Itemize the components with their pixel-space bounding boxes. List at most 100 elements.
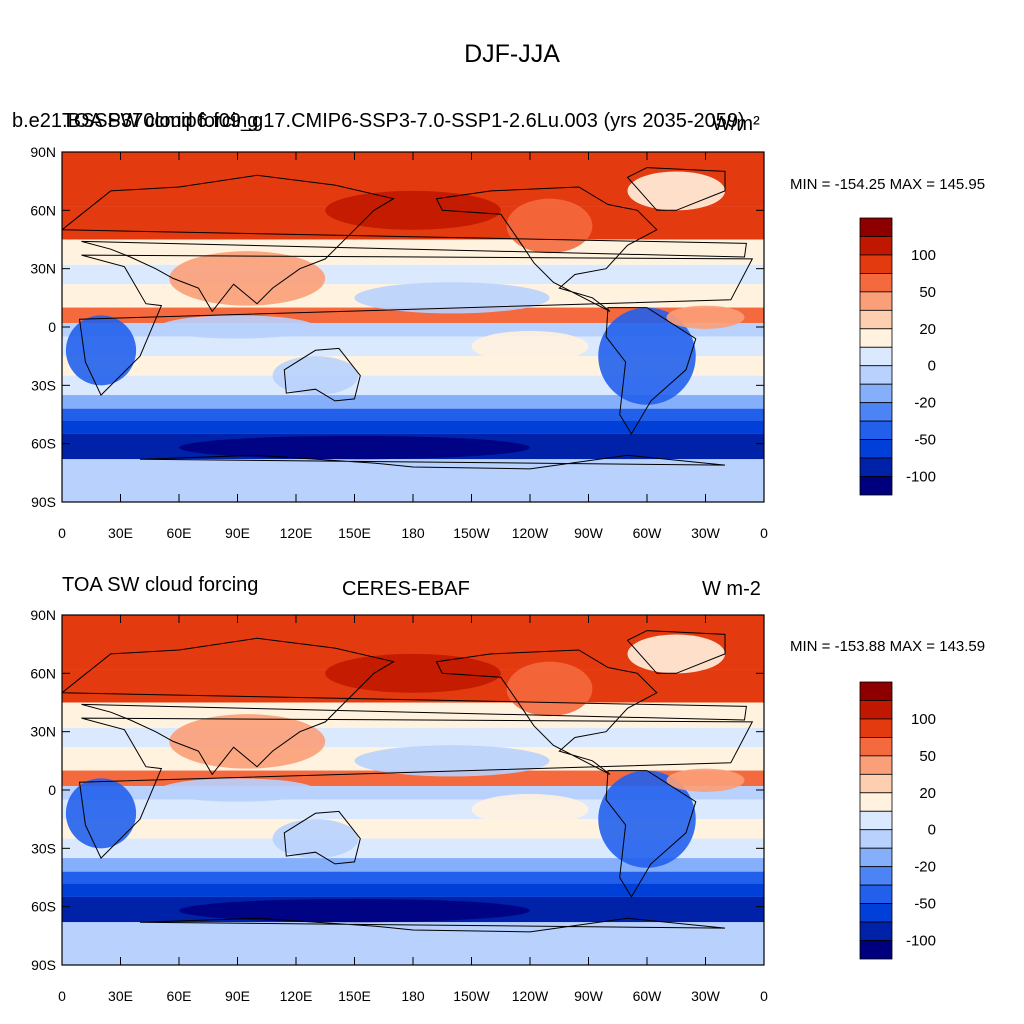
- y-tick-label: 30S: [31, 377, 56, 393]
- coastline: [78, 254, 754, 396]
- field-blob: [598, 307, 696, 405]
- colorbar-box: [859, 921, 893, 941]
- colorbar-box: [859, 383, 893, 404]
- x-tick-label: 120E: [280, 988, 313, 1004]
- coastline: [62, 637, 747, 776]
- field-blob: [627, 634, 725, 674]
- panel1-min-max: MIN = -154.25 MAX = 145.95: [790, 176, 986, 193]
- x-tick-label: 30E: [108, 988, 133, 1004]
- coastline: [626, 167, 726, 211]
- x-tick-label: 150E: [338, 988, 371, 1004]
- x-tick-label: 180: [401, 988, 425, 1004]
- coastline: [283, 347, 361, 402]
- y-tick-label: 60N: [30, 665, 56, 681]
- colorbar-box: [859, 328, 893, 348]
- x-tick-label: 90W: [574, 525, 604, 541]
- coastline: [605, 770, 697, 898]
- map-field-2: [62, 615, 764, 965]
- colorbar-box: [859, 457, 893, 477]
- lat-band: [62, 395, 764, 409]
- y-tick-label: 60S: [31, 899, 56, 915]
- field-blob: [627, 171, 725, 211]
- x-tick-label: 60E: [167, 988, 192, 1004]
- field-blob: [471, 793, 589, 825]
- figure-title: DJF-JJA: [464, 40, 560, 68]
- colorbar-box: [859, 681, 893, 701]
- coastline: [78, 717, 754, 859]
- colorbar-box: [859, 272, 893, 293]
- y-tick-label: 0: [48, 319, 56, 335]
- y-tick-label: 30S: [31, 840, 56, 856]
- colorbar-box: [859, 254, 893, 274]
- lat-band: [62, 799, 764, 820]
- x-tick-label: 90E: [225, 525, 250, 541]
- colorbar-label: 20: [919, 321, 936, 338]
- y-tick-label: 90N: [30, 607, 56, 623]
- colorbar-label: 100: [911, 247, 936, 264]
- panel2-units: W m-2: [702, 578, 761, 600]
- y-tick-label: 60N: [30, 202, 56, 218]
- y-tick-label: 60S: [31, 436, 56, 452]
- colorbar-box: [859, 866, 893, 886]
- lat-band: [62, 408, 764, 421]
- coastline: [605, 307, 697, 435]
- y-tick-label: 90N: [30, 144, 56, 160]
- colorbar-box: [859, 291, 893, 311]
- colorbar-box: [859, 365, 893, 385]
- x-tick-label: 60E: [167, 525, 192, 541]
- field-blob: [325, 190, 501, 230]
- field-blob: [506, 661, 593, 717]
- colorbar-label: 50: [919, 748, 936, 765]
- colorbar-box: [859, 940, 893, 960]
- x-tick-label: 120W: [512, 525, 549, 541]
- colorbar-label: -50: [914, 432, 936, 449]
- x-tick-label: 30W: [691, 525, 721, 541]
- x-tick-label: 60W: [633, 988, 663, 1004]
- y-tick-label: 0: [48, 782, 56, 798]
- colorbar-box: [859, 903, 893, 923]
- colorbar-box: [859, 346, 893, 367]
- colorbar-box: [859, 700, 893, 720]
- colorbar-box: [859, 773, 893, 794]
- field-blob: [159, 315, 316, 339]
- field-blob: [159, 778, 316, 802]
- colorbar-box: [859, 420, 893, 440]
- colorbar-label: -20: [914, 859, 936, 876]
- coastline: [139, 917, 726, 933]
- colorbar-box: [859, 476, 893, 496]
- x-tick-label: 150E: [338, 525, 371, 541]
- x-tick-label: 30E: [108, 525, 133, 541]
- y-tick-label: 30N: [30, 724, 56, 740]
- coastline: [139, 454, 726, 470]
- field-blob: [65, 778, 137, 849]
- colorbar-label: 100: [911, 711, 936, 728]
- lat-band: [62, 375, 764, 396]
- field-blob: [506, 198, 593, 254]
- panel1-case-title: b.e21.BSSP370cmip6.f09_g17.CMIP6-SSP3-7.…: [12, 110, 745, 132]
- colorbar-label: -50: [914, 896, 936, 913]
- field-blob: [598, 770, 696, 868]
- panel1-units: W/m²: [712, 113, 760, 135]
- x-tick-label: 0: [760, 988, 768, 1004]
- colorbar-box: [859, 718, 893, 738]
- lat-band: [62, 420, 764, 434]
- panel2-center-title: CERES-EBAF: [342, 578, 470, 600]
- lat-band: [62, 838, 764, 859]
- colorbar-label: -100: [906, 933, 936, 950]
- lat-band: [62, 727, 764, 748]
- x-tick-label: 150W: [453, 525, 490, 541]
- x-tick-label: 180: [401, 525, 425, 541]
- colorbar-label: 50: [919, 284, 936, 301]
- field-blob: [179, 435, 530, 460]
- colorbar-label: 20: [919, 785, 936, 802]
- coastline: [435, 649, 658, 775]
- x-tick-label: 150W: [453, 988, 490, 1004]
- x-tick-label: 30W: [691, 988, 721, 1004]
- y-tick-label: 90S: [31, 494, 56, 510]
- map-field-1: [62, 152, 764, 502]
- coastline: [283, 810, 361, 865]
- coastline: [62, 174, 747, 313]
- lat-band: [62, 356, 764, 376]
- colorbar-box: [859, 792, 893, 812]
- field-blob: [325, 653, 501, 693]
